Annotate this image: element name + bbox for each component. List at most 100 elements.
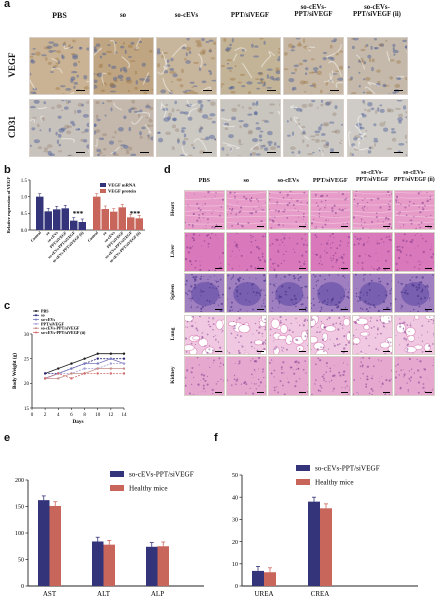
d-nucleus-dot (314, 228, 317, 229)
d-nucleus-dot (434, 306, 435, 307)
d-tile-r0-c2 (268, 190, 309, 230)
lung-alveolus (285, 333, 293, 345)
d-nucleus-dot (385, 294, 388, 297)
d-nucleus-dot (314, 193, 317, 196)
heart-fiber (353, 210, 392, 213)
d-nucleus-dot (366, 291, 368, 294)
d-nucleus-dot (320, 243, 322, 245)
d-nucleus-dot (241, 225, 244, 228)
d-nucleus-dot (346, 295, 349, 298)
a-cell-dot (45, 56, 48, 61)
d-nucleus-dot (381, 382, 384, 384)
a-cell-dot (151, 88, 153, 91)
lung-alveolus (363, 323, 370, 330)
d-nucleus-dot (370, 228, 371, 229)
d-nucleus-dot (370, 198, 373, 201)
a-cell-dot (358, 57, 364, 63)
spleen-follicle (233, 282, 262, 306)
d-nucleus-dot (387, 228, 390, 229)
a-cell-dot (320, 123, 323, 127)
d-nucleus-dot (274, 336, 276, 338)
d-nucleus-dot (219, 278, 222, 281)
heart-fiber (227, 221, 266, 225)
d-nucleus-dot (377, 326, 379, 329)
heart-fiber (227, 197, 266, 200)
d-nucleus-dot (307, 384, 308, 385)
d-nucleus-dot (189, 246, 192, 249)
d-nucleus-dot (402, 326, 405, 329)
a-cell-dot (387, 108, 394, 113)
scale-bar (382, 267, 390, 269)
a-tissue-gap (197, 53, 203, 68)
a-cell-dot (352, 38, 359, 41)
c-data-point (57, 372, 60, 375)
d-nucleus-dot (271, 372, 273, 374)
d-nucleus-dot (410, 222, 413, 225)
d-nucleus-dot (347, 364, 349, 366)
a-cell-dot (347, 78, 352, 81)
d-nucleus-dot (212, 322, 215, 325)
a-cell-dot (361, 114, 367, 118)
heart-fiber (227, 210, 266, 213)
a-cell-dot (98, 63, 103, 67)
d-nucleus-dot (403, 232, 406, 235)
a-tissue-gap (338, 140, 343, 144)
heart-fiber (185, 197, 224, 200)
b-y-tick-label: 0.5 (21, 212, 28, 217)
d-nucleus-dot (197, 383, 200, 386)
d-nucleus-dot (364, 300, 367, 303)
a-cell-dot (330, 57, 335, 61)
d-nucleus-dot (264, 277, 266, 279)
d-nucleus-dot (330, 259, 333, 261)
d-nucleus-dot (319, 208, 321, 210)
d-nucleus-dot (229, 191, 232, 194)
d-nucleus-dot (311, 302, 312, 304)
d-nucleus-dot (356, 391, 358, 394)
d-nucleus-dot (418, 283, 421, 286)
panel-c-label: c (4, 300, 11, 312)
a-cell-dot (290, 117, 293, 122)
c-data-point (96, 372, 99, 375)
b-bar (135, 218, 143, 230)
d-nucleus-dot (204, 196, 206, 197)
d-nucleus-dot (325, 251, 328, 254)
d-nucleus-dot (331, 309, 334, 312)
a-tissue-gap (94, 138, 98, 147)
d-nucleus-dot (211, 197, 213, 199)
a-cell-dot (93, 73, 95, 75)
d-nucleus-dot (362, 308, 364, 310)
d-nucleus-dot (192, 394, 194, 395)
lung-alveolus (320, 322, 326, 330)
d-nucleus-dot (338, 267, 341, 269)
c-data-point (70, 367, 73, 370)
d-nucleus-dot (258, 292, 260, 294)
a-cell-dot (255, 126, 261, 131)
d-nucleus-dot (218, 296, 221, 299)
d-nucleus-dot (280, 262, 283, 264)
lung-alveolus (395, 322, 406, 333)
d-nucleus-dot (185, 325, 186, 328)
d-nucleus-dot (359, 291, 362, 294)
d-nucleus-dot (259, 381, 263, 384)
a-cell-dot (295, 38, 301, 40)
a-cell-dot (382, 127, 388, 132)
a-cell-dot (147, 136, 150, 140)
a-cell-dot (181, 68, 184, 73)
d-nucleus-dot (264, 228, 266, 229)
d-nucleus-dot (222, 251, 224, 254)
d-tile-texture (395, 191, 434, 229)
d-nucleus-dot (203, 239, 206, 242)
d-nucleus-dot (191, 367, 194, 369)
d-nucleus-dot (281, 368, 283, 370)
d-nucleus-dot (415, 276, 418, 279)
d-nucleus-dot (269, 328, 272, 330)
d-nucleus-dot (303, 297, 305, 299)
d-nucleus-dot (403, 329, 405, 331)
d-tile-r4-c1 (226, 356, 267, 396)
d-nucleus-dot (339, 244, 341, 246)
d-nucleus-dot (264, 259, 265, 261)
d-nucleus-dot (325, 204, 327, 206)
a-cell-dot (111, 136, 115, 138)
d-nucleus-dot (191, 319, 193, 322)
d-nucleus-dot (337, 274, 339, 276)
